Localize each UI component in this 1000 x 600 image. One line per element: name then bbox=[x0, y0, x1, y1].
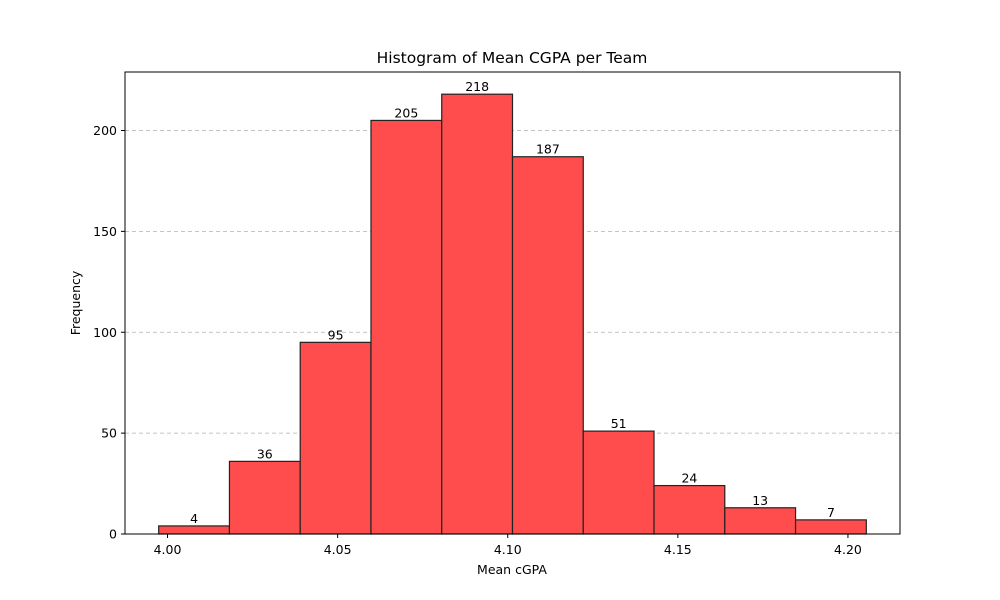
y-tick-label: 0 bbox=[109, 527, 117, 542]
y-tick-label: 150 bbox=[93, 224, 117, 239]
x-tick-label: 4.20 bbox=[834, 542, 862, 557]
histogram-bar bbox=[653, 484, 726, 535]
y-tick-label: 50 bbox=[101, 426, 117, 441]
plot-frame bbox=[124, 71, 901, 535]
data-labels: 4 36 95 205 218 187 51 24 13 7 bbox=[190, 79, 835, 526]
bar-value-label: 218 bbox=[465, 79, 489, 94]
histogram-bar bbox=[158, 525, 231, 535]
bar-value-label: 36 bbox=[257, 446, 273, 461]
bar-value-label: 24 bbox=[681, 471, 697, 486]
bar-value-label: 187 bbox=[536, 142, 560, 157]
x-tick-label: 4.15 bbox=[664, 542, 692, 557]
bar-value-label: 95 bbox=[328, 327, 344, 342]
bar-value-label: 205 bbox=[394, 105, 418, 120]
x-axis-label: Mean cGPA bbox=[477, 562, 547, 577]
histogram-bar bbox=[794, 519, 867, 535]
x-tick-label: 4.10 bbox=[494, 542, 522, 557]
histogram-bar bbox=[724, 507, 797, 535]
bar-value-label: 13 bbox=[752, 493, 768, 508]
histogram-bar bbox=[511, 156, 584, 535]
histogram-bar bbox=[228, 460, 301, 535]
bar-value-label: 7 bbox=[827, 505, 835, 520]
histogram-bar bbox=[370, 119, 443, 535]
x-tick-label: 4.00 bbox=[154, 542, 182, 557]
histogram-bar bbox=[299, 341, 372, 535]
x-tick-label: 4.05 bbox=[324, 542, 352, 557]
x-axis-ticks: 4.00 4.05 4.10 4.15 4.20 bbox=[154, 534, 862, 557]
y-axis-ticks: 0 50 100 150 200 bbox=[93, 123, 125, 542]
chart-title: Histogram of Mean CGPA per Team bbox=[377, 49, 648, 67]
bar-value-label: 51 bbox=[611, 416, 627, 431]
y-tick-label: 100 bbox=[93, 325, 117, 340]
histogram-bar bbox=[582, 430, 655, 535]
y-axis-label: Frequency bbox=[68, 270, 83, 335]
histogram-bar bbox=[441, 93, 514, 535]
bars bbox=[158, 93, 867, 535]
bar-value-label: 4 bbox=[190, 511, 198, 526]
y-tick-label: 200 bbox=[93, 123, 117, 138]
